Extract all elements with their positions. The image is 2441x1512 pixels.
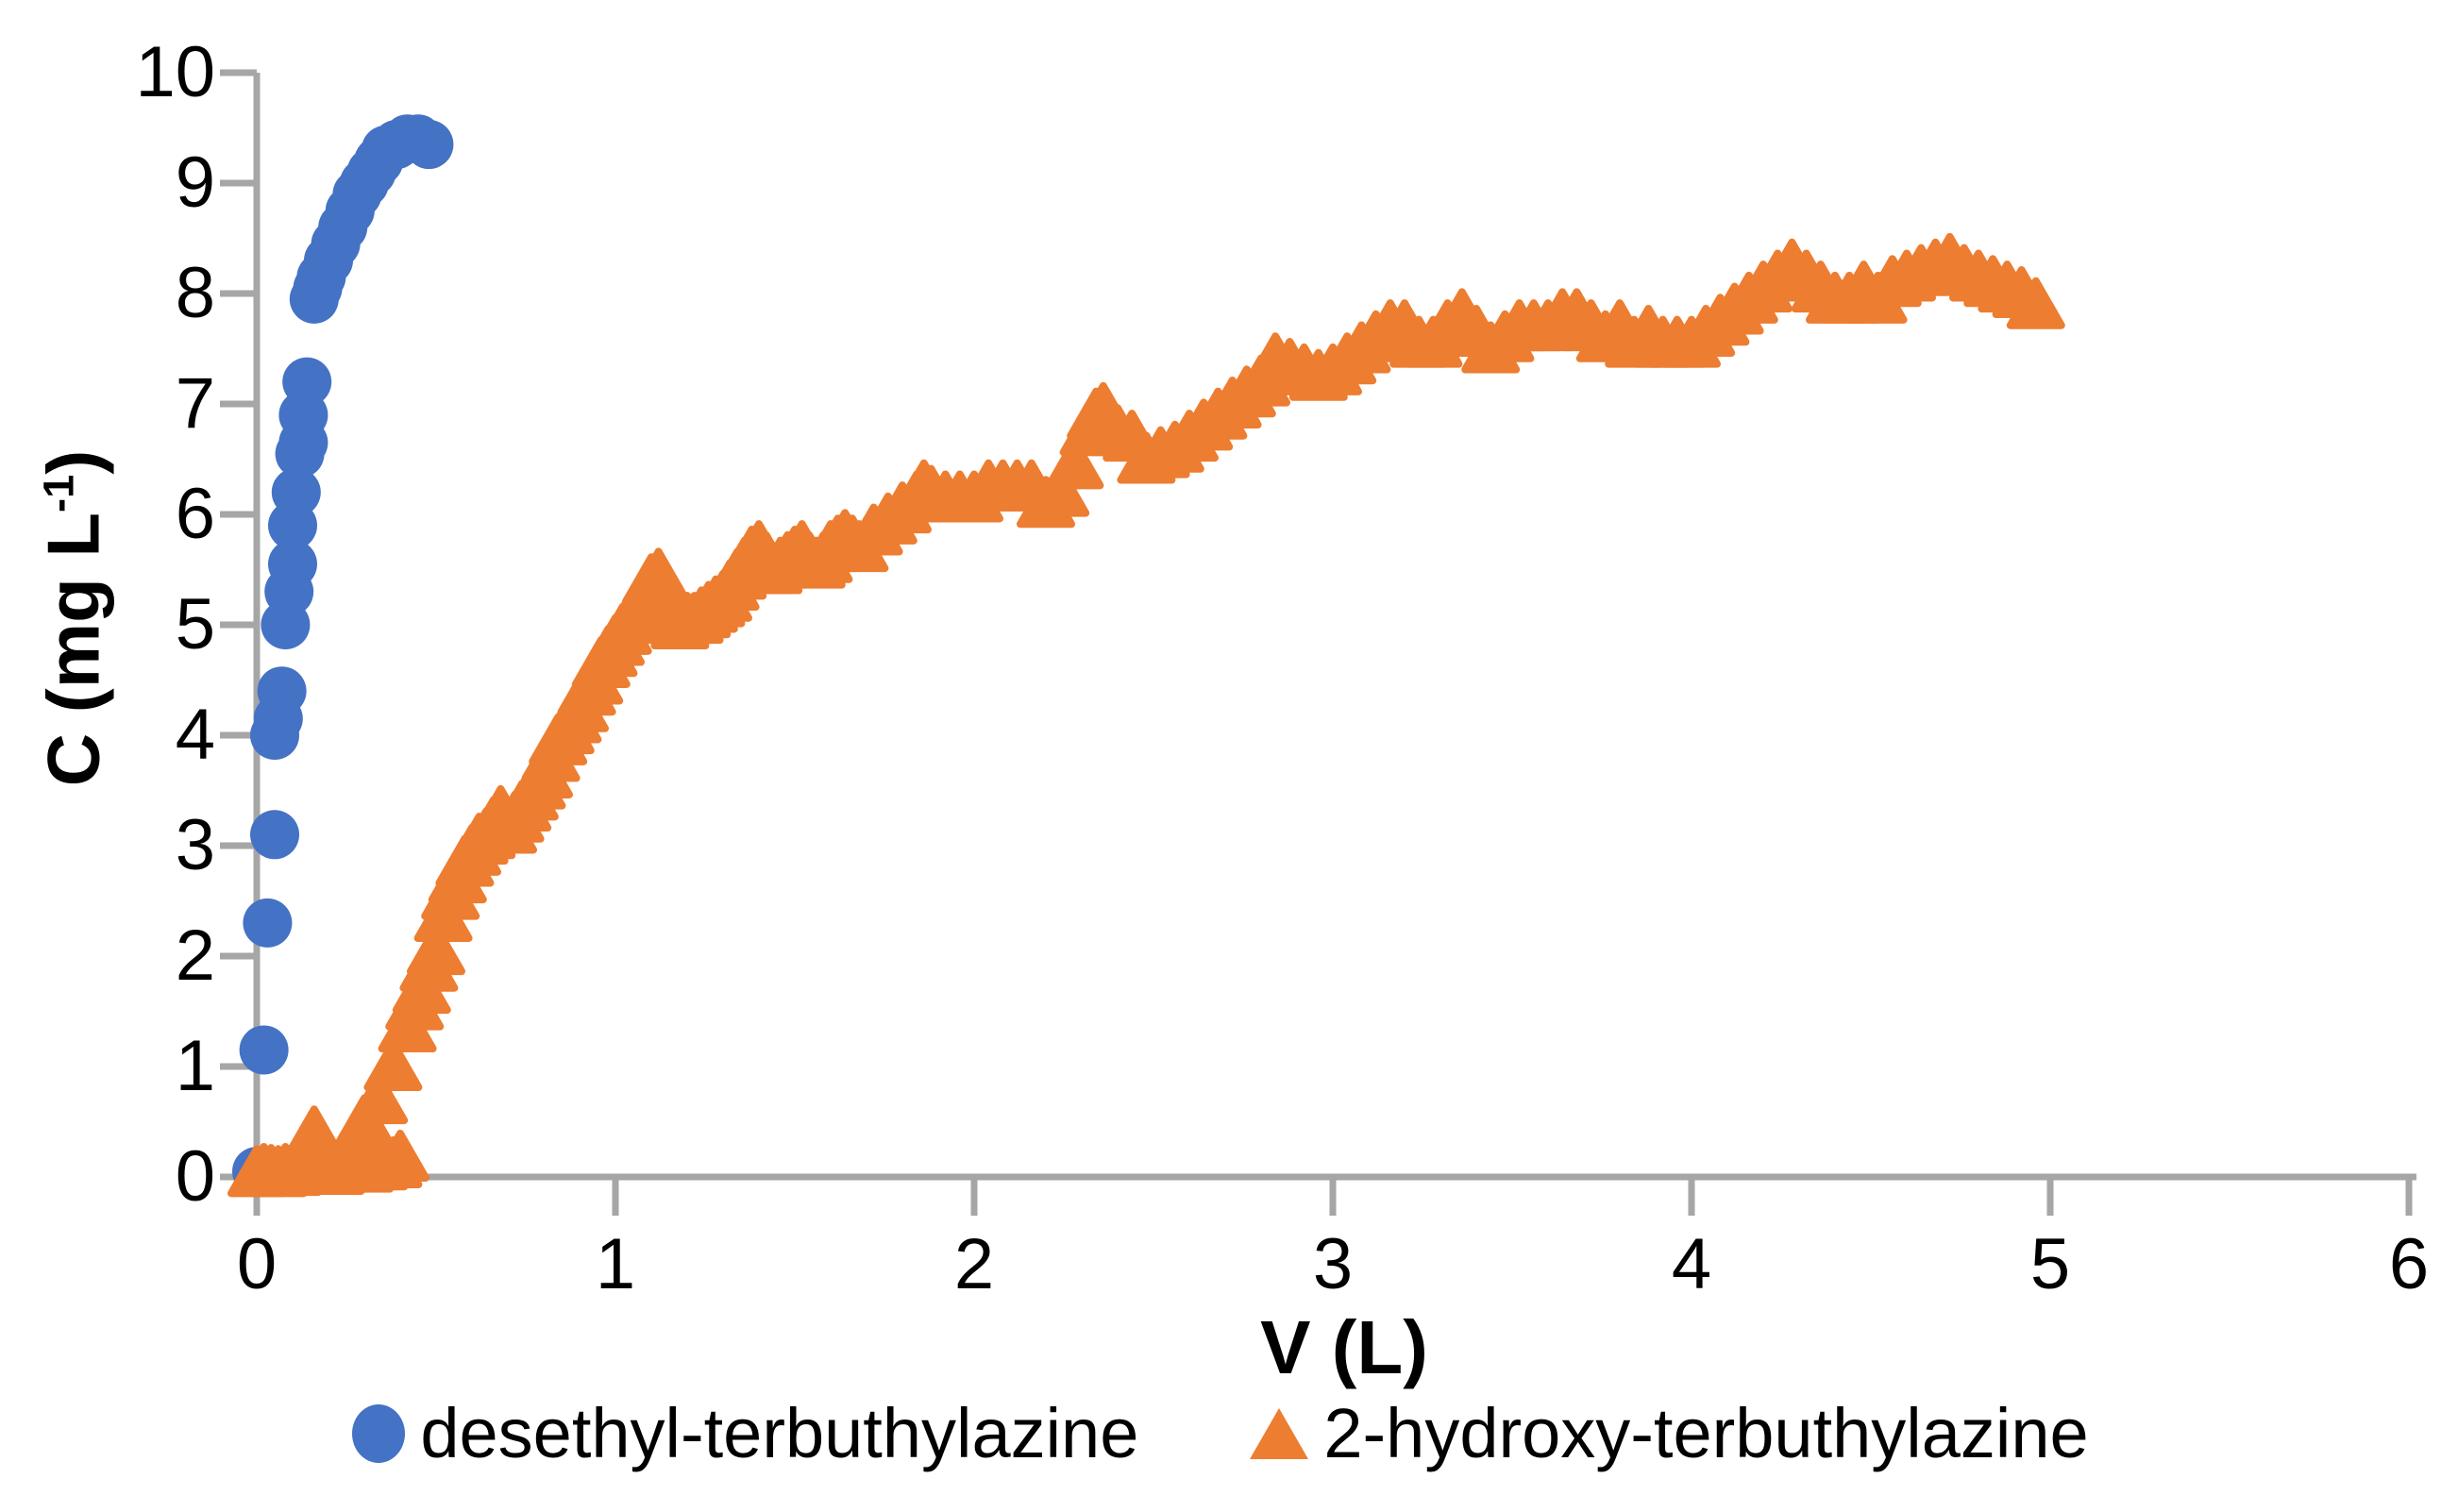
y-tick-label: 7 <box>175 363 215 444</box>
y-tick-label: 3 <box>175 805 215 885</box>
y-tick-label: 4 <box>175 695 215 775</box>
x-tick-label: 4 <box>1671 1224 1712 1304</box>
scatter-point <box>243 898 293 948</box>
scatter-point <box>404 120 454 170</box>
triangle-marker-icon <box>1250 1408 1309 1459</box>
series-desethyl-terbuthylazine <box>232 114 454 1197</box>
x-tick-label: 0 <box>236 1224 278 1304</box>
scatter-point <box>349 1072 409 1125</box>
y-tick-label: 9 <box>175 143 215 223</box>
y-axis-title-suffix: ) <box>31 449 115 475</box>
legend-item-desethyl-terbuthylazine: desethyl-terbuthylazine <box>352 1399 1138 1469</box>
scatter-point <box>1045 437 1104 490</box>
x-tick-label: 2 <box>953 1224 995 1304</box>
y-tick-label: 1 <box>175 1026 215 1106</box>
x-tick-label: 1 <box>595 1224 636 1304</box>
scatter-point <box>282 357 332 407</box>
x-tick-label: 5 <box>2029 1224 2071 1304</box>
scatter-point <box>268 539 317 589</box>
scatter-point <box>363 1039 423 1091</box>
scatter-point <box>239 1025 289 1075</box>
x-tick-label: 3 <box>1312 1224 1354 1304</box>
circle-marker-icon <box>352 1404 406 1463</box>
x-axis-title: V (L) <box>1260 1305 1428 1389</box>
legend-item-2-hydroxy-terbuthylazine: 2-hydroxy-terbuthylazine <box>1250 1394 2089 1472</box>
y-tick-label: 2 <box>175 916 215 996</box>
scatter-point <box>257 666 307 716</box>
legend-label: 2-hydroxy-terbuthylazine <box>1323 1394 2089 1472</box>
y-tick-label: 8 <box>175 253 215 333</box>
y-tick-label: 10 <box>135 32 215 112</box>
y-tick-label: 0 <box>175 1136 215 1217</box>
legend-label: desethyl-terbuthylazine <box>420 1394 1139 1472</box>
legend: desethyl-terbuthylazine 2-hydroxy-terbut… <box>0 1399 2441 1469</box>
y-tick-label: 5 <box>175 584 215 664</box>
scatter-point <box>1031 464 1090 517</box>
y-tick-label: 6 <box>175 474 215 554</box>
x-tick-label: 6 <box>2388 1224 2430 1304</box>
scatter-point <box>371 1129 429 1182</box>
series-2-hydroxy-terbuthylazine <box>227 232 2065 1198</box>
scatter-point <box>2006 277 2065 329</box>
scatter-point <box>271 467 321 517</box>
scatter-point <box>407 923 465 976</box>
scatter-point <box>250 810 299 860</box>
